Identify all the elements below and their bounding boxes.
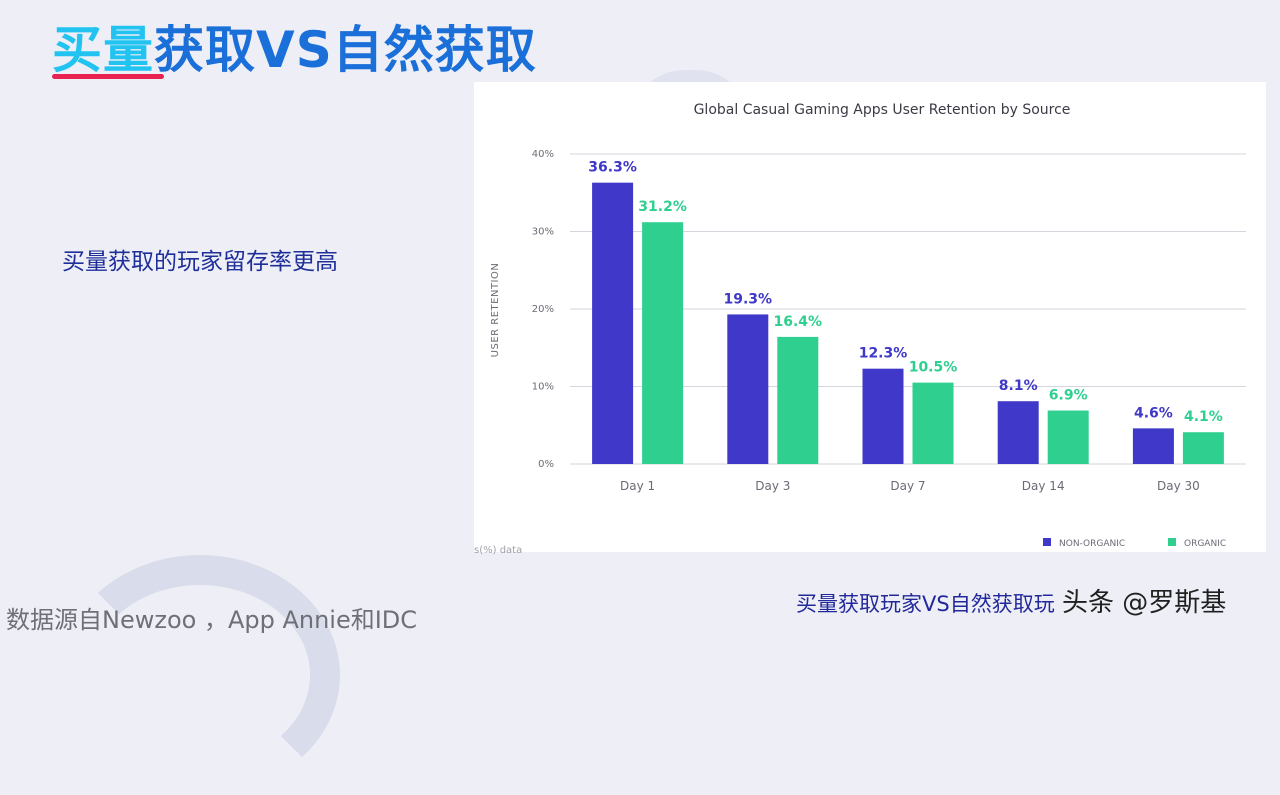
data-label-non-organic: 8.1%	[999, 378, 1038, 394]
data-label-non-organic: 36.3%	[588, 160, 637, 176]
data-source-note: 数据源自Newzoo ，App Annie和IDC	[6, 606, 418, 634]
legend-label-non-organic: NON-ORGANIC	[1059, 539, 1125, 549]
data-label-non-organic: 12.3%	[859, 346, 908, 362]
x-tick-label: Day 1	[620, 479, 655, 493]
data-label-non-organic: 4.6%	[1134, 405, 1173, 421]
data-label-non-organic: 19.3%	[724, 291, 773, 307]
legend-swatch-non-organic	[1043, 538, 1051, 546]
slide-subtitle: 买量获取的玩家留存率更高	[62, 249, 338, 275]
y-tick-label: 40%	[532, 149, 554, 160]
retention-bar-chart: Global Casual Gaming Apps User Retention…	[490, 102, 1246, 549]
data-label-organic: 10.5%	[909, 360, 958, 376]
x-tick-label: Day 7	[890, 479, 925, 493]
bar-organic	[1182, 432, 1224, 464]
bar-non-organic	[592, 182, 634, 465]
legend: NON-ORGANIC ORGANIC	[1043, 538, 1226, 549]
bar-organic	[777, 336, 819, 464]
y-tick-label: 20%	[532, 304, 554, 315]
bar-non-organic	[1132, 428, 1174, 464]
bar-non-organic	[997, 401, 1039, 464]
y-tick-labels: 0% 10% 20% 30% 40%	[532, 149, 554, 470]
data-label-organic: 31.2%	[638, 199, 687, 215]
watermark: 头条 @罗斯基	[1062, 588, 1227, 618]
x-tick-label: Day 30	[1157, 479, 1200, 493]
bar-organic	[1047, 410, 1089, 464]
bar-organic	[642, 222, 684, 464]
data-label-organic: 4.1%	[1184, 409, 1223, 425]
chart-partial-note: s(%) data	[474, 545, 523, 556]
decorative-arc-bottom	[60, 555, 340, 795]
chart-title: Global Casual Gaming Apps User Retention…	[694, 102, 1071, 118]
slide-title-rest: 获取VS自然获取	[154, 21, 537, 79]
bars	[592, 182, 1224, 465]
y-tick-label: 10%	[532, 382, 554, 393]
data-label-organic: 16.4%	[774, 314, 823, 330]
bar-non-organic	[862, 368, 904, 464]
x-tick-label: Day 3	[755, 479, 790, 493]
bar-organic	[912, 382, 954, 464]
legend-label-organic: ORGANIC	[1184, 539, 1226, 549]
y-axis-label: USER RETENTION	[490, 263, 501, 358]
y-tick-label: 0%	[538, 459, 554, 470]
bar-non-organic	[727, 314, 769, 464]
data-label-organic: 6.9%	[1049, 388, 1088, 404]
legend-swatch-organic	[1168, 538, 1176, 546]
slide-title-highlight: 买量	[52, 21, 154, 79]
data-labels: 36.3% 31.2% 19.3%16.4% 12.3%10.5% 8.1% 6.9% 4.…	[588, 160, 1223, 426]
title-underline	[52, 74, 164, 79]
slide-caption: 买量获取玩家VS自然获取玩	[796, 592, 1055, 616]
chart-panel: Global Casual Gaming Apps User Retention…	[474, 82, 1266, 552]
slide-title: 买量获取VS自然获取	[52, 10, 537, 82]
x-tick-labels: Day 1 Day 3 Day 7 Day 14 Day 30	[620, 479, 1200, 493]
x-tick-label: Day 14	[1022, 479, 1065, 493]
y-tick-label: 30%	[532, 227, 554, 238]
